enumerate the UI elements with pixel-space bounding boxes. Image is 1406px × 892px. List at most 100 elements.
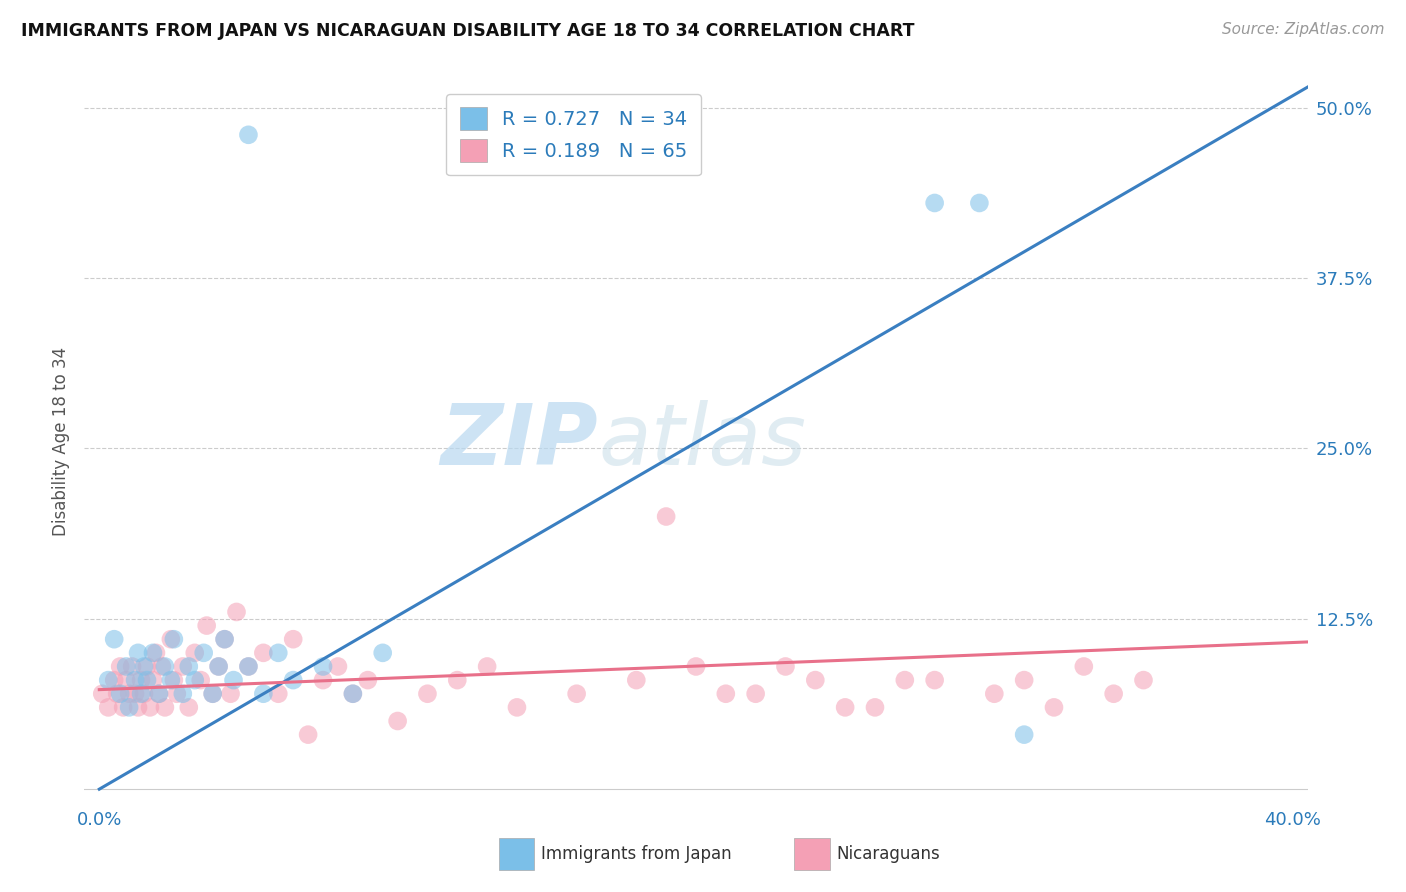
- Point: [714, 687, 737, 701]
- Point: [446, 673, 468, 687]
- Point: [371, 646, 394, 660]
- Point: [160, 673, 183, 687]
- Point: [357, 673, 380, 687]
- Point: [207, 659, 229, 673]
- Point: [121, 659, 143, 673]
- Point: [172, 659, 194, 673]
- Point: [201, 687, 224, 701]
- Point: [475, 659, 498, 673]
- Point: [148, 687, 170, 701]
- Point: [166, 687, 188, 701]
- Point: [136, 673, 159, 687]
- Text: Source: ZipAtlas.com: Source: ZipAtlas.com: [1222, 22, 1385, 37]
- Point: [214, 632, 236, 647]
- Point: [225, 605, 247, 619]
- Point: [91, 687, 114, 701]
- Point: [685, 659, 707, 673]
- Point: [118, 687, 141, 701]
- Point: [177, 659, 200, 673]
- Point: [193, 646, 215, 660]
- Point: [252, 687, 274, 701]
- Point: [326, 659, 349, 673]
- Point: [238, 659, 260, 673]
- Text: IMMIGRANTS FROM JAPAN VS NICARAGUAN DISABILITY AGE 18 TO 34 CORRELATION CHART: IMMIGRANTS FROM JAPAN VS NICARAGUAN DISA…: [21, 22, 914, 40]
- Point: [1012, 728, 1035, 742]
- Point: [129, 687, 152, 701]
- Point: [1012, 673, 1035, 687]
- Point: [804, 673, 827, 687]
- Point: [983, 687, 1005, 701]
- Point: [1132, 673, 1154, 687]
- Point: [145, 646, 167, 660]
- Point: [506, 700, 529, 714]
- Point: [103, 632, 125, 647]
- Point: [863, 700, 886, 714]
- Point: [184, 646, 207, 660]
- Point: [108, 687, 131, 701]
- Point: [142, 673, 165, 687]
- Text: Nicaraguans: Nicaraguans: [837, 845, 941, 863]
- Point: [267, 646, 290, 660]
- Point: [139, 700, 162, 714]
- Point: [834, 700, 856, 714]
- Point: [127, 700, 149, 714]
- Point: [129, 673, 152, 687]
- Point: [775, 659, 797, 673]
- Text: atlas: atlas: [598, 400, 806, 483]
- Point: [1102, 687, 1125, 701]
- Point: [416, 687, 439, 701]
- Point: [214, 632, 236, 647]
- Point: [924, 673, 946, 687]
- Point: [115, 673, 138, 687]
- Point: [655, 509, 678, 524]
- Point: [565, 687, 588, 701]
- Point: [124, 673, 146, 687]
- Point: [163, 632, 186, 647]
- Point: [124, 687, 146, 701]
- Point: [127, 646, 149, 660]
- Point: [148, 687, 170, 701]
- Text: Immigrants from Japan: Immigrants from Japan: [541, 845, 733, 863]
- Point: [150, 659, 173, 673]
- Point: [238, 128, 260, 142]
- Point: [1043, 700, 1066, 714]
- Point: [115, 659, 138, 673]
- Point: [252, 646, 274, 660]
- Point: [136, 659, 159, 673]
- Point: [297, 728, 319, 742]
- Point: [108, 659, 131, 673]
- Point: [97, 673, 120, 687]
- Y-axis label: Disability Age 18 to 34: Disability Age 18 to 34: [52, 347, 70, 536]
- Point: [160, 632, 183, 647]
- Point: [190, 673, 212, 687]
- Point: [219, 687, 242, 701]
- Point: [207, 659, 229, 673]
- Point: [177, 700, 200, 714]
- Point: [924, 196, 946, 211]
- Point: [283, 632, 305, 647]
- Point: [118, 700, 141, 714]
- Point: [267, 687, 290, 701]
- Point: [312, 659, 335, 673]
- Point: [132, 659, 155, 673]
- Point: [153, 700, 176, 714]
- Point: [969, 196, 991, 211]
- Point: [222, 673, 245, 687]
- Point: [201, 687, 224, 701]
- Point: [172, 687, 194, 701]
- Text: ZIP: ZIP: [440, 400, 598, 483]
- Point: [238, 659, 260, 673]
- Point: [312, 673, 335, 687]
- Point: [195, 618, 218, 632]
- Point: [97, 700, 120, 714]
- Point: [142, 646, 165, 660]
- Point: [105, 687, 128, 701]
- Point: [132, 687, 155, 701]
- Point: [387, 714, 409, 728]
- Point: [626, 673, 648, 687]
- Point: [103, 673, 125, 687]
- Point: [1073, 659, 1095, 673]
- Point: [342, 687, 364, 701]
- Point: [283, 673, 305, 687]
- Point: [112, 700, 135, 714]
